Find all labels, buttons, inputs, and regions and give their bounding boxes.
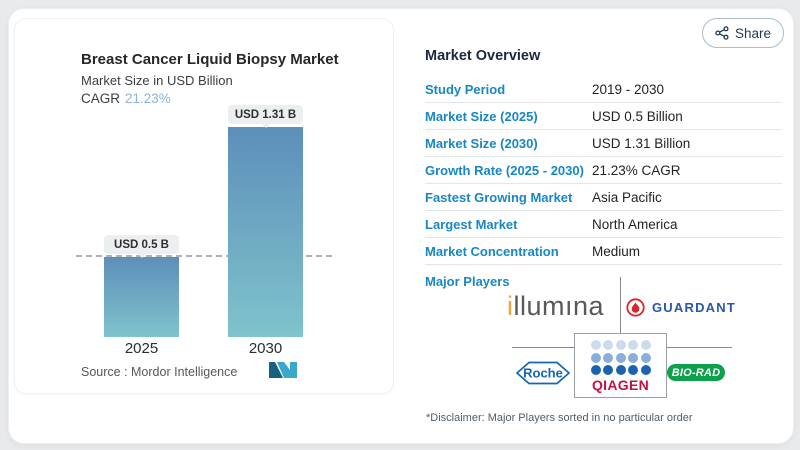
row-value: North America [592, 216, 678, 232]
share-button[interactable]: Share [702, 18, 784, 48]
guardant-wordmark: GUARDANT [652, 300, 736, 315]
row-label: Fastest Growing Market [425, 189, 573, 205]
row-value: 2019 - 2030 [592, 81, 665, 97]
share-label: Share [734, 25, 772, 41]
roche-logo: Roche [516, 361, 570, 385]
value-pill-2030: USD 1.31 B [228, 105, 303, 124]
cagr-label: CAGR [81, 91, 121, 106]
disclaimer-text: *Disclaimer: Major Players sorted in no … [426, 412, 693, 424]
row-label: Market Concentration [425, 243, 559, 259]
cagr-line: CAGR 21.23% [81, 91, 171, 106]
bar-2025 [104, 257, 179, 337]
table-row: Market Size (2030) USD 1.31 Billion [425, 130, 782, 157]
x-label-2030: 2030 [248, 340, 283, 357]
guardant-logo: GUARDANT [626, 298, 736, 317]
reference-dashed-line [76, 255, 332, 257]
guardant-drop-icon [626, 298, 645, 317]
table-row: Fastest Growing Market Asia Pacific [425, 184, 782, 211]
chart-panel: Breast Cancer Liquid Biopsy Market Marke… [14, 18, 394, 394]
illumina-logo: illumına [507, 291, 604, 322]
row-value: Medium [592, 243, 641, 259]
overview-heading: Market Overview [425, 48, 541, 64]
table-row: Market Size (2025) USD 0.5 Billion [425, 103, 782, 130]
table-row: Study Period 2019 - 2030 [425, 76, 782, 103]
row-value: Asia Pacific [592, 189, 662, 205]
row-label: Largest Market [425, 216, 518, 232]
bar-2030 [228, 127, 303, 337]
table-row: Largest Market North America [425, 211, 782, 238]
qiagen-wordmark: QIAGEN [591, 377, 650, 393]
mordor-intelligence-logo [269, 362, 297, 378]
players-grid-vertical-divider [620, 277, 621, 333]
biorad-logo: BIO-RAD [667, 364, 725, 381]
illumina-orange-i: i [507, 291, 514, 321]
illumina-wordmark: llumına [513, 291, 605, 321]
row-label: Market Size (2025) [425, 108, 538, 124]
row-value: USD 0.5 Billion [592, 108, 683, 124]
overview-table: Study Period 2019 - 2030 Market Size (20… [425, 76, 782, 265]
value-pill-2025: USD 0.5 B [104, 235, 179, 254]
qiagen-dots-icon [590, 340, 651, 375]
table-row: Growth Rate (2025 - 2030) 21.23% CAGR [425, 157, 782, 184]
source-text: Source : Mordor Intelligence [81, 365, 238, 379]
chart-subtitle: Market Size in USD Billion [81, 73, 233, 88]
chart-title: Breast Cancer Liquid Biopsy Market [81, 51, 339, 68]
table-row: Market Concentration Medium [425, 238, 782, 265]
major-players-label: Major Players [425, 274, 510, 289]
row-label: Study Period [425, 81, 506, 97]
share-nodes-icon [715, 26, 729, 40]
row-value: 21.23% CAGR [592, 162, 681, 178]
row-value: USD 1.31 Billion [592, 135, 691, 151]
row-label: Market Size (2030) [425, 135, 538, 151]
qiagen-logo: QIAGEN [574, 333, 667, 398]
cagr-value: 21.23% [125, 91, 171, 106]
row-label: Growth Rate (2025 - 2030) [425, 162, 584, 178]
x-label-2025: 2025 [124, 340, 159, 357]
roche-wordmark: Roche [523, 366, 563, 381]
